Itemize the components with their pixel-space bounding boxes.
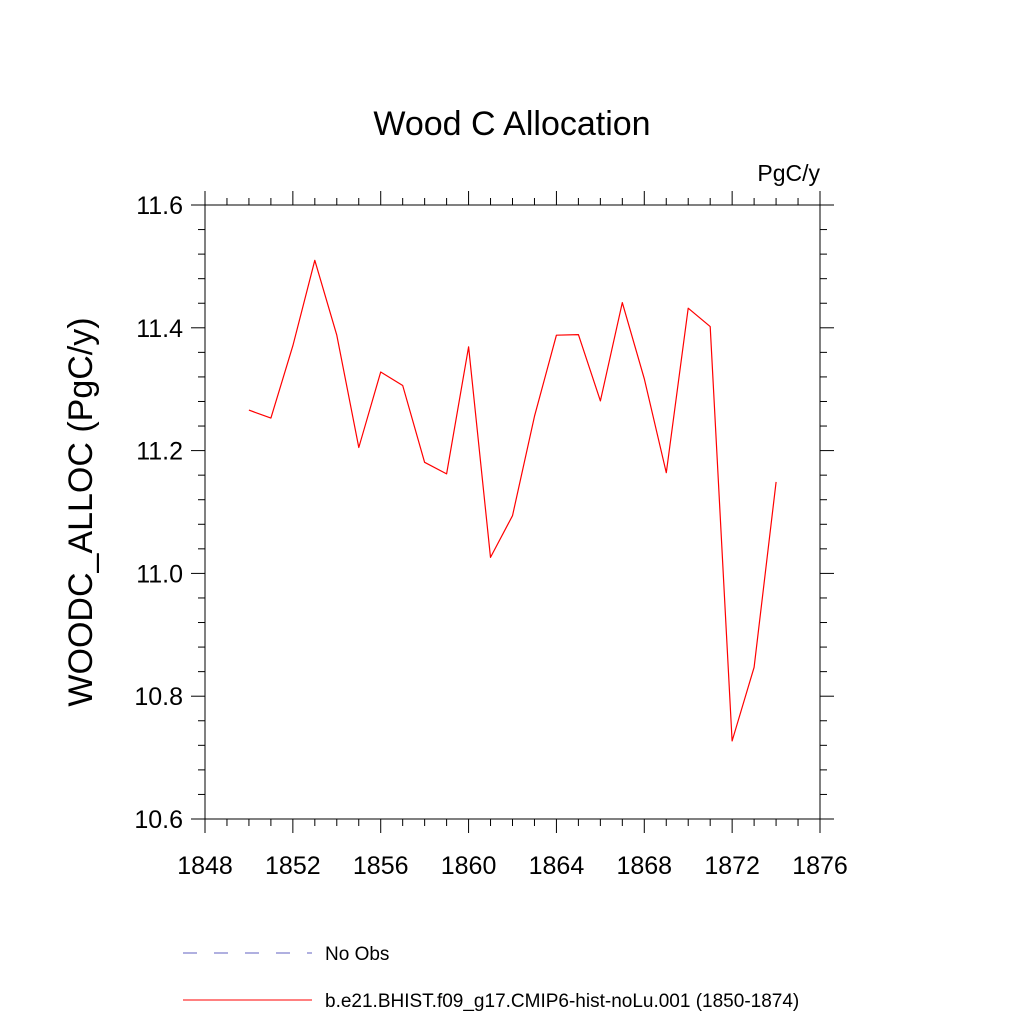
- y-tick-label: 11.6: [136, 192, 183, 220]
- y-axis-label: WOODC_ALLOC (PgC/y): [62, 317, 100, 706]
- y-tick-label: 11.0: [136, 560, 183, 588]
- legend-label: b.e21.BHIST.f09_g17.CMIP6-hist-noLu.001 …: [325, 991, 799, 1012]
- legend-label: No Obs: [325, 944, 389, 965]
- y-tick-label: 10.6: [134, 806, 183, 834]
- x-tick-label: 1856: [353, 852, 409, 880]
- x-tick-label: 1876: [792, 852, 848, 880]
- plot-area: 1848 1852 1856 1860 1864 1868 1872 1876 10.6 10.8…: [134, 191, 848, 880]
- x-tick-label: 1852: [265, 852, 321, 880]
- plot-frame: [204, 204, 821, 820]
- y-tick-label: 10.8: [134, 683, 183, 711]
- chart-title: Wood C Allocation: [373, 105, 650, 143]
- units-label: PgC/y: [757, 160, 820, 186]
- x-tick-label: 1864: [529, 852, 585, 880]
- y-tick-label: 11.4: [136, 315, 183, 343]
- legend: No Obs b.e21.BHIST.f09_g17.CMIP6-hist-noL…: [183, 944, 799, 1012]
- x-tick-label: 1868: [616, 852, 672, 880]
- series-line: [248, 259, 777, 742]
- x-tick-label: 1848: [177, 852, 233, 880]
- y-tick-label: 11.2: [136, 438, 183, 466]
- x-tick-label: 1872: [704, 852, 760, 880]
- x-tick-label: 1860: [441, 852, 497, 880]
